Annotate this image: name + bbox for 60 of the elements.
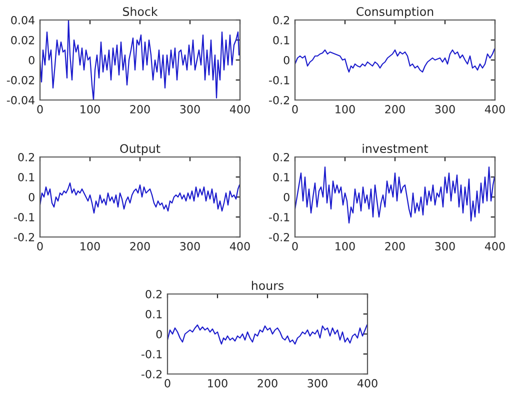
- x-tick-label: 400: [484, 242, 505, 250]
- x-tick-label: 300: [308, 379, 328, 388]
- y-tick-label: -0.2: [14, 232, 34, 242]
- x-tick-label: 300: [435, 105, 455, 114]
- x-tick-label: 100: [336, 242, 355, 250]
- chart-title: Consumption: [356, 6, 434, 18]
- y-tick-label: 0.1: [273, 172, 290, 182]
- x-tick-label: 100: [336, 105, 355, 114]
- line-series: [40, 182, 240, 214]
- x-tick-label: 400: [230, 242, 250, 250]
- x-tick-label: 0: [292, 105, 298, 114]
- y-tick-label: 0.04: [11, 16, 35, 24]
- x-tick-label: 300: [180, 242, 200, 250]
- x-tick-label: 0: [37, 105, 43, 114]
- x-tick-label: 400: [230, 105, 250, 114]
- y-tick-label: 0: [284, 56, 290, 64]
- line-series: [295, 166, 495, 224]
- y-tick-label: 0.02: [11, 36, 34, 44]
- x-tick-label: 200: [130, 242, 150, 250]
- y-tick-label: 0: [284, 192, 290, 202]
- x-tick-label: 0: [37, 242, 43, 250]
- chart-title: investment: [362, 144, 428, 153]
- line-series: [168, 324, 368, 345]
- y-tick-label: 0.1: [18, 172, 34, 182]
- x-tick-label: 400: [357, 379, 378, 388]
- y-tick-label: -0.2: [269, 96, 290, 104]
- chart-title: Output: [120, 144, 160, 156]
- y-tick-label: -0.1: [269, 212, 290, 222]
- y-tick-label: 0.2: [273, 152, 290, 162]
- x-tick-label: 400: [484, 105, 505, 114]
- x-tick-label: 100: [208, 379, 228, 388]
- x-tick-label: 200: [258, 379, 278, 388]
- y-tick-label: 0: [28, 56, 34, 64]
- x-tick-label: 300: [180, 105, 200, 114]
- y-tick-label: 0.1: [273, 36, 290, 44]
- x-tick-label: 100: [80, 242, 100, 250]
- x-tick-label: 200: [385, 105, 405, 114]
- y-tick-label: -0.1: [14, 212, 34, 222]
- y-tick-label: 0.2: [273, 16, 290, 24]
- x-tick-label: 0: [164, 379, 170, 388]
- x-tick-label: 300: [435, 242, 455, 250]
- x-tick-label: 0: [292, 242, 298, 250]
- y-tick-label: 0.2: [18, 152, 34, 162]
- line-series: [40, 20, 240, 100]
- y-tick-label: -0.1: [269, 76, 290, 84]
- y-tick-label: 0: [28, 192, 34, 202]
- x-tick-label: 200: [130, 105, 150, 114]
- y-tick-label: 0.2: [146, 290, 162, 298]
- y-tick-label: -0.2: [142, 370, 162, 378]
- y-tick-label: 0.1: [146, 310, 162, 318]
- y-tick-label: -0.1: [142, 350, 162, 358]
- x-tick-label: 100: [80, 105, 100, 114]
- y-tick-label: -0.02: [6, 76, 34, 84]
- line-series: [295, 48, 495, 73]
- y-tick-label: -0.04: [6, 96, 35, 104]
- y-tick-label: 0: [156, 330, 162, 338]
- x-tick-label: 200: [385, 242, 405, 250]
- chart-title: hours: [252, 280, 284, 290]
- chart-title: Shock: [123, 6, 158, 16]
- y-tick-label: -0.2: [269, 232, 290, 242]
